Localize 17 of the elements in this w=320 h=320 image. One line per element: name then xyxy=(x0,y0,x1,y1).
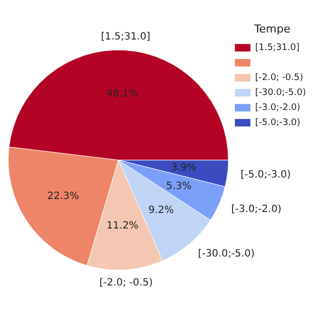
legend-label: [-3.0;-2.0) xyxy=(255,103,300,114)
slice-label: [-3.0;-2.0) xyxy=(231,204,282,215)
legend-label: [1.5;31.0] xyxy=(255,43,300,54)
data-label: 5.3% xyxy=(166,181,192,192)
slice-label: [-2.0; -0.5) xyxy=(99,278,153,289)
legend-title: Tempe xyxy=(253,22,291,36)
slice-label: [1.5;31.0] xyxy=(100,32,150,43)
slice-label: [-5.0;-3.0) xyxy=(240,170,291,181)
data-label: 11.2% xyxy=(106,220,138,232)
data-label: 3.9% xyxy=(171,162,197,174)
data-label: 22.3% xyxy=(47,190,79,202)
slice-label: [-30.0;-5.0) xyxy=(198,248,255,260)
legend-label: [-2.0; -0.5) xyxy=(255,73,304,84)
data-label: 48.1% xyxy=(106,88,138,100)
data-label: 9.2% xyxy=(148,204,174,216)
legend-label: [-30.0;-5.0) xyxy=(255,88,306,98)
legend-label: [-5.0;-3.0) xyxy=(255,118,300,128)
